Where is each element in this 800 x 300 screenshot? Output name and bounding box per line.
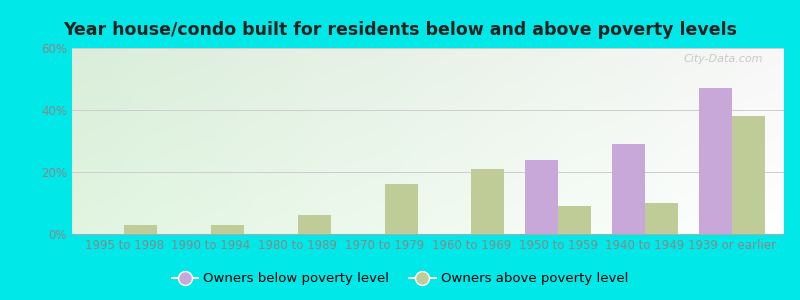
Bar xyxy=(612,144,645,234)
Bar xyxy=(298,215,330,234)
Legend: Owners below poverty level, Owners above poverty level: Owners below poverty level, Owners above… xyxy=(166,267,634,290)
Bar xyxy=(645,203,678,234)
Bar xyxy=(471,169,505,234)
Bar xyxy=(732,116,765,234)
Bar xyxy=(124,225,157,234)
Bar xyxy=(699,88,732,234)
Bar xyxy=(558,206,591,234)
Text: City-Data.com: City-Data.com xyxy=(683,54,762,64)
Text: Year house/condo built for residents below and above poverty levels: Year house/condo built for residents bel… xyxy=(63,21,737,39)
Bar xyxy=(211,225,244,234)
Bar xyxy=(385,184,418,234)
Bar xyxy=(526,160,558,234)
